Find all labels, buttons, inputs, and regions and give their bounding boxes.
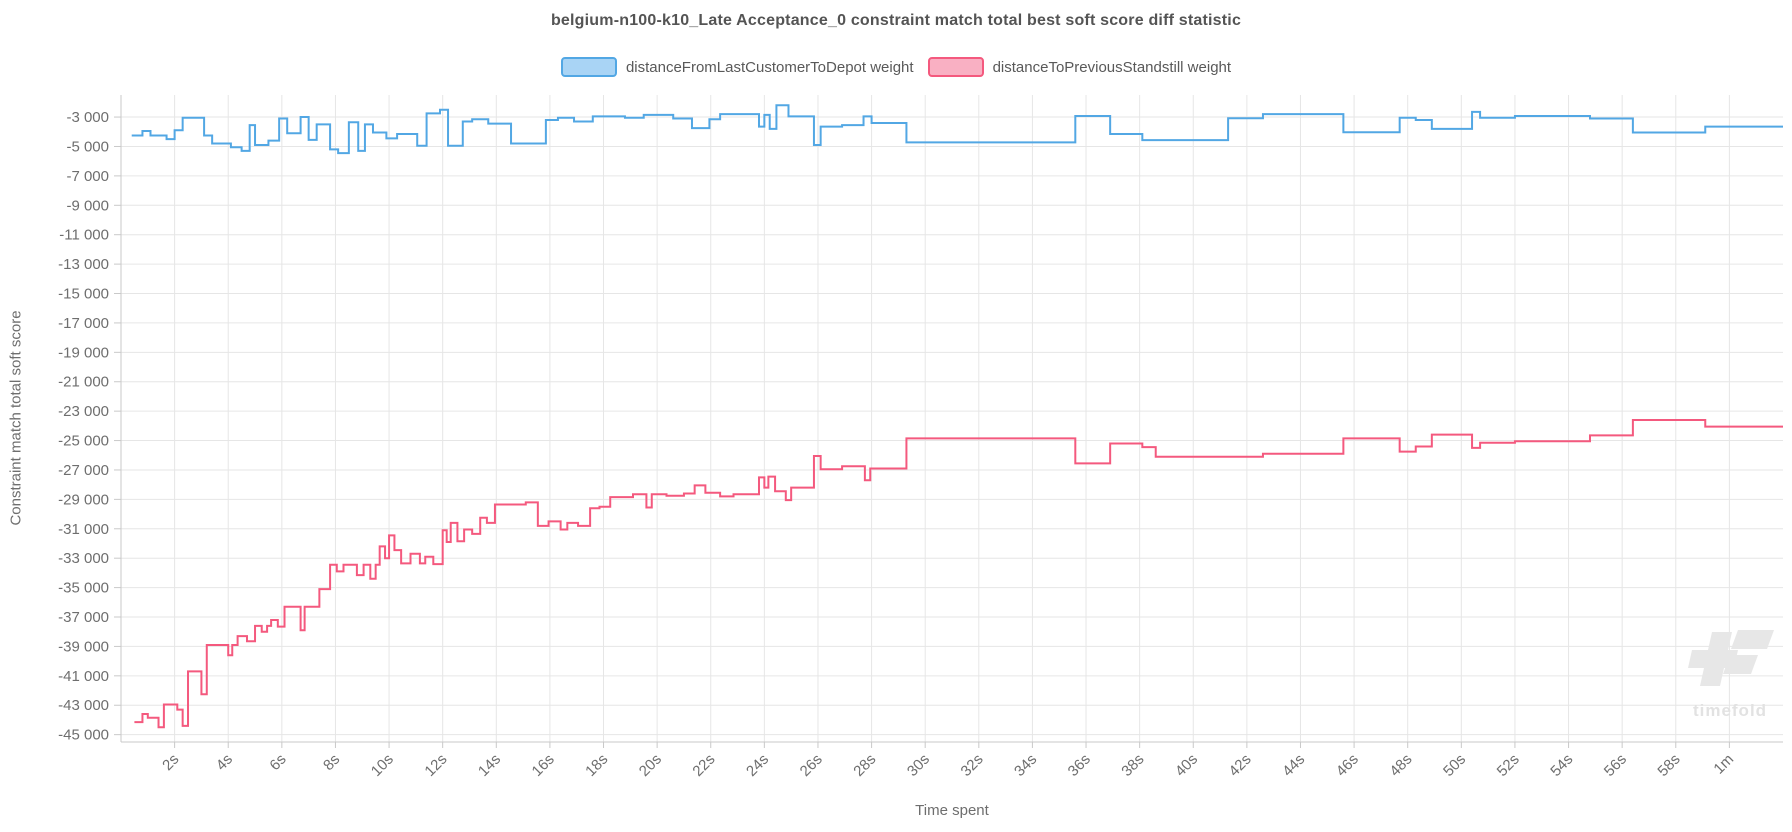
- x-tick-label: 26s: [797, 751, 826, 780]
- y-tick-label: -31 000: [58, 521, 109, 538]
- y-tick-label: -45 000: [58, 727, 109, 744]
- y-tick-label: -39 000: [58, 638, 109, 655]
- x-tick-label: 6s: [266, 751, 289, 774]
- x-tick-label: 40s: [1172, 751, 1201, 780]
- y-tick-label: -25 000: [58, 433, 109, 450]
- y-tick-label: -43 000: [58, 697, 109, 714]
- y-tick-label: -33 000: [58, 550, 109, 567]
- x-tick-label: 54s: [1547, 751, 1576, 780]
- x-tick-label: 56s: [1601, 751, 1630, 780]
- legend-swatch-pink: [927, 57, 984, 77]
- x-tick-label: 20s: [636, 751, 665, 780]
- x-tick-label: 52s: [1494, 751, 1523, 780]
- y-tick-label: -3 000: [66, 109, 109, 126]
- y-tick-label: -17 000: [58, 315, 109, 332]
- y-tick-label: -21 000: [58, 374, 109, 391]
- y-tick-label: -13 000: [58, 256, 109, 273]
- x-tick-label: 22s: [689, 751, 718, 780]
- y-tick-label: -11 000: [59, 227, 109, 244]
- x-tick-label: 58s: [1654, 751, 1683, 780]
- y-tick-label: -37 000: [58, 609, 109, 626]
- x-tick-label: 2s: [159, 751, 182, 774]
- x-tick-label: 48s: [1386, 751, 1415, 780]
- x-tick-label: 1m: [1710, 751, 1737, 778]
- series-line-1: [134, 418, 1783, 729]
- x-tick-label: 4s: [213, 751, 236, 774]
- x-tick-label: 14s: [475, 751, 504, 780]
- y-tick-label: -19 000: [58, 344, 109, 361]
- x-tick-label: 10s: [368, 751, 397, 780]
- x-tick-label: 32s: [958, 751, 987, 780]
- y-tick-label: -7 000: [66, 168, 109, 185]
- x-axis-title: Time spent: [915, 802, 989, 819]
- y-axis-title: Constraint match total soft score: [7, 310, 25, 526]
- x-tick-label: 46s: [1333, 751, 1362, 780]
- legend: distanceFromLastCustomerToDepot weight d…: [0, 57, 1792, 77]
- legend-label: distanceToPreviousStandstill weight: [992, 58, 1232, 76]
- chart-title: belgium-n100-k10_Late Acceptance_0 const…: [550, 12, 1242, 29]
- watermark-label: timefold: [1692, 701, 1768, 720]
- legend-swatch-blue: [560, 57, 617, 77]
- y-tick-label: -9 000: [66, 197, 109, 214]
- timefold-logo-icon: [1688, 630, 1774, 686]
- series-line-0: [131, 104, 1783, 155]
- x-tick-label: 12s: [421, 751, 450, 780]
- x-tick-label: 44s: [1279, 751, 1308, 780]
- x-tick-label: 34s: [1011, 751, 1040, 780]
- legend-item-distance-from-last-customer: distanceFromLastCustomerToDepot weight: [560, 57, 914, 77]
- x-tick-label: 38s: [1118, 751, 1147, 780]
- x-tick-label: 18s: [582, 751, 611, 780]
- legend-item-distance-to-previous-standstill: distanceToPreviousStandstill weight: [927, 57, 1232, 77]
- x-tick-label: 16s: [529, 751, 558, 780]
- watermark: timefold: [1678, 626, 1782, 721]
- y-tick-label: -41 000: [58, 668, 109, 685]
- x-tick-label: 50s: [1440, 751, 1469, 780]
- y-tick-label: -35 000: [58, 580, 109, 597]
- x-tick-label: 36s: [1065, 751, 1094, 780]
- y-tick-label: -5 000: [66, 138, 109, 155]
- legend-label: distanceFromLastCustomerToDepot weight: [625, 58, 914, 76]
- x-tick-label: 28s: [850, 751, 879, 780]
- x-tick-label: 8s: [320, 751, 343, 774]
- y-tick-label: -15 000: [58, 286, 109, 303]
- x-tick-label: 24s: [743, 751, 772, 780]
- x-tick-label: 30s: [904, 751, 933, 780]
- y-tick-label: -29 000: [58, 491, 109, 508]
- y-tick-label: -27 000: [58, 462, 109, 479]
- x-tick-label: 42s: [1226, 751, 1255, 780]
- y-tick-label: -23 000: [58, 403, 109, 420]
